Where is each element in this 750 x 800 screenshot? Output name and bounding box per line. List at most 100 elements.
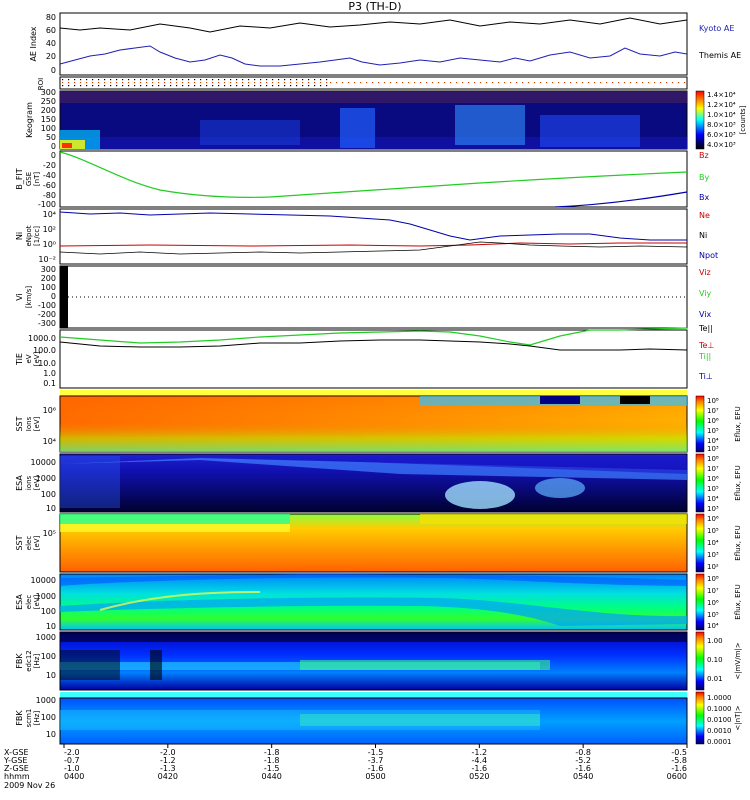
velocity-tick: 100	[41, 283, 56, 292]
bfield-tick: 0	[51, 151, 56, 160]
roi-dot	[116, 82, 118, 84]
roi-dot	[570, 82, 572, 84]
density-tick: 10⁴	[43, 210, 56, 219]
roi-dot	[104, 79, 106, 81]
axis-value: -1.5	[264, 764, 280, 773]
roi-dot	[432, 82, 434, 84]
sst-i-cbar-tick: 10⁵	[707, 427, 719, 435]
keogram-tick: 100	[41, 124, 56, 133]
sst-e-cbar-tick: 10⁶	[707, 515, 719, 523]
roi-dot	[80, 82, 82, 84]
temp-tick: 1000.0	[28, 334, 56, 343]
roi-dot	[558, 82, 560, 84]
density-tick: 10²	[43, 225, 56, 234]
fbk-e-cbar-tick: 0.01	[707, 675, 723, 683]
axis-value: -1.6	[575, 764, 591, 773]
roi-dot	[296, 82, 298, 84]
roi-dot	[468, 82, 470, 84]
sst-i-colorbar	[695, 395, 705, 453]
roi-dot	[68, 85, 70, 87]
roi-dot	[326, 82, 328, 84]
esa-e-cbar-tick: 10⁴	[707, 622, 719, 630]
esa-i-cbar-tick: 10⁵	[707, 485, 719, 493]
roi-dot	[408, 82, 410, 84]
fbk-e-tick: 10	[46, 671, 56, 680]
roi-dot	[110, 82, 112, 84]
roi-dot	[260, 82, 262, 84]
density-tick: 10⁰	[43, 240, 56, 249]
roi-dot	[444, 82, 446, 84]
keogram-tick: 0	[51, 142, 56, 151]
roi-dot	[206, 85, 208, 87]
bx-line	[554, 191, 688, 208]
roi-dot	[140, 79, 142, 81]
legend-npot: Npot	[699, 251, 718, 260]
roi-dot	[456, 82, 458, 84]
sst-e-cbar-tick: 10²	[707, 563, 719, 571]
roi-dot	[248, 82, 250, 84]
sst-e-colorbar	[695, 513, 705, 573]
esa-e-colorbar	[695, 573, 705, 631]
keogram-cbar-tick: 1.0×10⁴	[707, 111, 736, 119]
roi-dot	[302, 85, 304, 87]
roi-dot	[104, 82, 106, 84]
axis-value: 0500	[365, 772, 385, 781]
roi-dot	[504, 82, 506, 84]
ae-tick: 20	[46, 52, 56, 61]
roi-dot	[290, 79, 292, 81]
roi-dot	[146, 82, 148, 84]
roi-dot	[62, 79, 64, 81]
density-panel: Ni eNpot [1/cc] 10⁴ 10² 10⁰ 10⁻² Ne Ni N…	[15, 208, 718, 265]
roi-dot	[134, 85, 136, 87]
bfield-tick: -100	[38, 200, 56, 209]
legend-ni: Ni	[699, 231, 707, 240]
roi-dot	[74, 79, 76, 81]
roi-dot	[302, 82, 304, 84]
ae-ylabel: AE Index	[29, 26, 38, 61]
esa-i-cbar-label: Eflux, EFU	[734, 465, 742, 500]
velocity-ylabel: Vi	[15, 293, 24, 301]
roi-dot	[266, 79, 268, 81]
roi-dot	[98, 79, 100, 81]
legend-viz: Viz	[699, 268, 711, 277]
roi-dot	[158, 79, 160, 81]
axis-value: -1.6	[472, 764, 488, 773]
sst-i-cbar-tick: 10⁶	[707, 417, 719, 425]
roi-dot	[236, 79, 238, 81]
axis-value: 0420	[158, 772, 178, 781]
fbk-e-cbar-tick: 1.00	[707, 637, 723, 645]
roi-dot	[360, 82, 362, 84]
axis-value: -0.8	[575, 748, 591, 757]
ae-tick: 0	[51, 66, 56, 75]
by-line	[59, 151, 688, 198]
roi-dot	[140, 85, 142, 87]
legend-vix: Vix	[699, 310, 712, 319]
roi-dot	[170, 79, 172, 81]
roi-dot	[666, 82, 668, 84]
esa-e-tick: 100	[41, 607, 56, 616]
esa-i-cbar-tick: 10⁴	[707, 495, 719, 503]
keogram-cbar-tick: 1.4×10⁴	[707, 91, 736, 99]
roi-dot	[366, 82, 368, 84]
roi-dot	[182, 79, 184, 81]
fbk-b-cbar-tick: 0.0001	[707, 738, 732, 746]
roi-dot	[272, 85, 274, 87]
density-sublabel: eNpot	[25, 225, 33, 246]
legend-bz: Bz	[699, 151, 709, 160]
axis-value: -1.2	[472, 748, 488, 757]
roi-dot	[188, 79, 190, 81]
roi-dot	[230, 79, 232, 81]
esa-i-cbar-tick: 10³	[707, 505, 719, 513]
temp-tick: 10.0	[38, 359, 56, 368]
roi-dot	[260, 85, 262, 87]
roi-dot	[98, 82, 100, 84]
density-ylabel: Ni	[15, 232, 24, 240]
roi-dot	[86, 82, 88, 84]
legend-te-par: Te||	[698, 324, 713, 333]
roi-dot	[188, 85, 190, 87]
roi-dot	[212, 82, 214, 84]
sst-i-sublabel: Ions	[25, 416, 33, 431]
esa-e-cbar-tick: 10⁷	[707, 587, 719, 595]
roi-dot	[158, 82, 160, 84]
roi-dot	[212, 79, 214, 81]
